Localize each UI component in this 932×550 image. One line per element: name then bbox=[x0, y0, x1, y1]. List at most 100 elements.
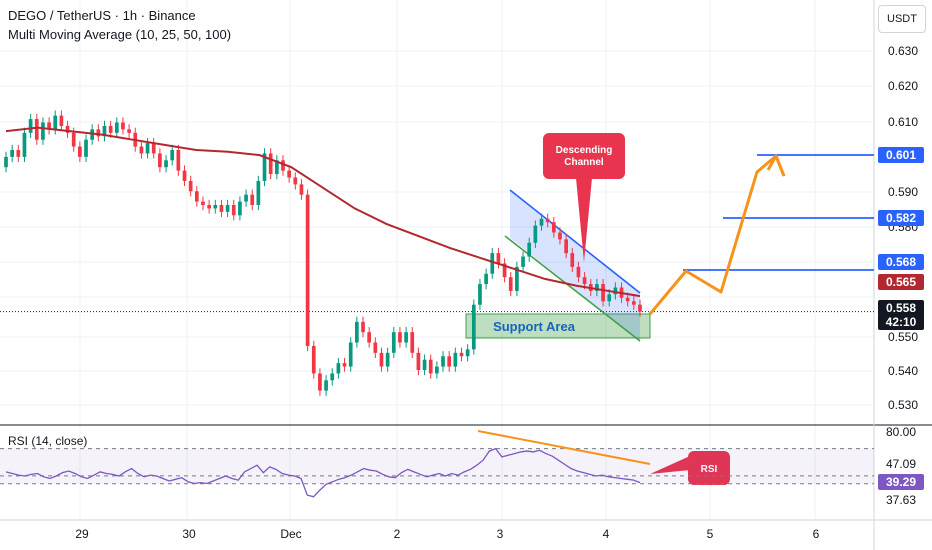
candle-body bbox=[558, 232, 562, 240]
candle-body bbox=[459, 352, 464, 357]
price-tick-label: 0.610 bbox=[888, 115, 918, 129]
candle-body bbox=[385, 352, 390, 367]
candle-body bbox=[539, 218, 544, 226]
candle-body bbox=[527, 242, 532, 257]
candle-body bbox=[638, 304, 642, 312]
rsi-line bbox=[5, 447, 641, 498]
candle-body bbox=[613, 287, 618, 295]
rsi-band bbox=[0, 448, 874, 484]
candle-body bbox=[570, 253, 575, 267]
candle-body bbox=[416, 352, 421, 370]
price-label-text: 0.558 bbox=[886, 301, 916, 315]
price-tick-label: 0.620 bbox=[888, 79, 918, 93]
candle-body bbox=[422, 359, 427, 370]
candle-body bbox=[4, 156, 8, 168]
candle-body bbox=[595, 284, 599, 291]
rsi-level-label: 37.63 bbox=[886, 493, 916, 507]
candle-body bbox=[127, 129, 131, 133]
candle-body bbox=[496, 253, 501, 264]
descending-channel-callout-pointer bbox=[576, 178, 592, 262]
candle-body bbox=[151, 143, 156, 154]
rsi-level-label: 80.00 bbox=[886, 425, 916, 439]
rsi-current-badge bbox=[878, 474, 924, 490]
candle-body bbox=[41, 122, 45, 140]
candle-body bbox=[293, 177, 298, 185]
price-axis[interactable]: 0.6300.6200.6100.5900.5800.5500.5400.530… bbox=[878, 44, 924, 507]
candle-body bbox=[398, 332, 402, 343]
price-label-countdown bbox=[878, 314, 924, 330]
candle-body bbox=[447, 356, 452, 367]
candle-body bbox=[502, 263, 507, 278]
candle-body bbox=[194, 191, 199, 202]
candle-body bbox=[213, 205, 218, 209]
candle-body bbox=[231, 205, 236, 216]
rsi-callout-label: RSI bbox=[701, 464, 718, 475]
candle-body bbox=[201, 201, 205, 205]
candle-body bbox=[582, 277, 587, 285]
rsi-current-label: 39.29 bbox=[886, 475, 916, 489]
candle-body bbox=[478, 284, 482, 305]
descending-channel-callout-box bbox=[543, 133, 625, 179]
candle-body bbox=[28, 119, 33, 133]
price-label-text: 0.568 bbox=[886, 255, 916, 269]
rsi-divergence-line bbox=[477, 430, 651, 465]
time-tick-label: Dec bbox=[280, 527, 301, 541]
candle-body bbox=[10, 150, 15, 157]
candle-body bbox=[336, 363, 341, 374]
currency-button[interactable]: USDT bbox=[878, 5, 926, 33]
candle-body bbox=[404, 332, 408, 343]
candle-body bbox=[287, 170, 291, 178]
candle-body bbox=[576, 266, 581, 278]
candle-body bbox=[108, 125, 113, 133]
candle-body bbox=[379, 352, 384, 367]
price-tick-label: 0.530 bbox=[888, 398, 918, 412]
time-tick-label: 2 bbox=[394, 527, 401, 541]
price-label-target bbox=[878, 254, 924, 270]
candle-body bbox=[361, 321, 365, 333]
time-tick-label: 30 bbox=[182, 527, 196, 541]
candle-body bbox=[324, 380, 328, 391]
descending-channel-callout-label: Channel bbox=[564, 157, 604, 168]
ma-line bbox=[5, 126, 641, 298]
candle-body bbox=[551, 222, 556, 233]
projection-arrow bbox=[648, 154, 786, 315]
candle-body bbox=[484, 273, 488, 285]
candle-body bbox=[601, 284, 605, 302]
time-axis[interactable]: 29 30 Dec 2 3 4 5 6 bbox=[75, 527, 819, 541]
moving-average-line bbox=[5, 126, 641, 298]
price-tick-label: 0.590 bbox=[888, 185, 918, 199]
chart-title: DEGO / TetherUS · 1h · Binance bbox=[8, 8, 196, 23]
candle-body bbox=[59, 115, 64, 126]
candle-body bbox=[348, 342, 353, 367]
channel-fill bbox=[510, 190, 640, 341]
candle-body bbox=[170, 150, 175, 161]
time-tick-label: 6 bbox=[813, 527, 820, 541]
price-label-ma bbox=[878, 274, 924, 290]
rsi-callout-box bbox=[688, 451, 730, 485]
rsi-callout-pointer bbox=[650, 456, 690, 474]
candle-body bbox=[219, 205, 224, 212]
candle-body bbox=[342, 363, 347, 367]
candle-body bbox=[96, 129, 101, 137]
candle-body bbox=[330, 373, 335, 381]
candle-body bbox=[545, 218, 550, 223]
candle-body bbox=[268, 153, 273, 175]
candle-body bbox=[367, 332, 372, 343]
candle-body bbox=[16, 150, 21, 157]
candle-body bbox=[139, 146, 144, 154]
candle-body bbox=[391, 332, 396, 353]
candle-body bbox=[84, 139, 88, 157]
candle-body bbox=[274, 160, 279, 175]
support-area-label: Support Area bbox=[493, 319, 576, 334]
candle-body bbox=[238, 201, 242, 216]
candle-body bbox=[145, 143, 150, 154]
candle-body bbox=[441, 356, 445, 367]
price-tick-label: 0.550 bbox=[888, 330, 918, 344]
price-tick-label: 0.630 bbox=[888, 44, 918, 58]
target-levels bbox=[683, 154, 874, 271]
rsi-level-label: 47.09 bbox=[886, 457, 916, 471]
price-label-text: 0.601 bbox=[886, 148, 916, 162]
candle-body bbox=[262, 153, 267, 181]
